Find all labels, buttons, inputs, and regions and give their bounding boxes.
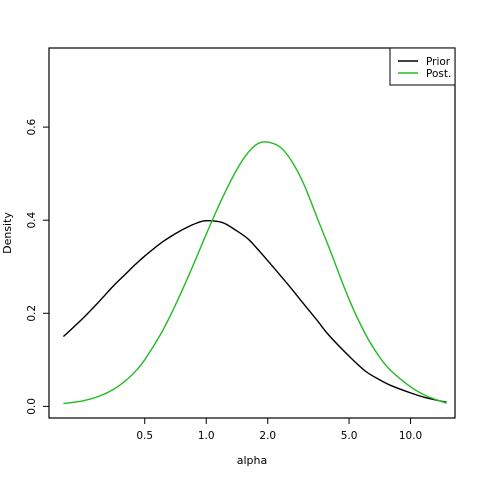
y-tick-label: 0.2 bbox=[26, 305, 38, 322]
series-line-post bbox=[63, 141, 447, 405]
legend-box bbox=[389, 47, 456, 86]
legend-label-post: Post. bbox=[426, 68, 451, 80]
x-tick-label: 5.0 bbox=[341, 430, 358, 442]
y-axis: 0.0 0.2 0.4 0.6 bbox=[26, 118, 49, 415]
x-tick-label: 10.0 bbox=[399, 430, 422, 442]
x-axis-label: alpha bbox=[237, 454, 268, 467]
y-axis-label: Density bbox=[1, 212, 14, 254]
y-tick-label: 0.0 bbox=[26, 398, 38, 415]
y-tick-label: 0.6 bbox=[26, 118, 38, 135]
series-line-prior bbox=[62, 219, 447, 403]
plot-frame bbox=[48, 47, 456, 419]
x-tick-label: 1.0 bbox=[198, 430, 215, 442]
x-tick-label: 0.5 bbox=[136, 430, 153, 442]
x-axis: 0.5 1.0 2.0 5.0 10.0 bbox=[136, 418, 422, 442]
legend: Prior Post. bbox=[389, 47, 456, 86]
y-tick-label: 0.4 bbox=[26, 212, 38, 229]
legend-label-prior: Prior bbox=[426, 56, 451, 68]
x-tick-label: 2.0 bbox=[259, 430, 276, 442]
